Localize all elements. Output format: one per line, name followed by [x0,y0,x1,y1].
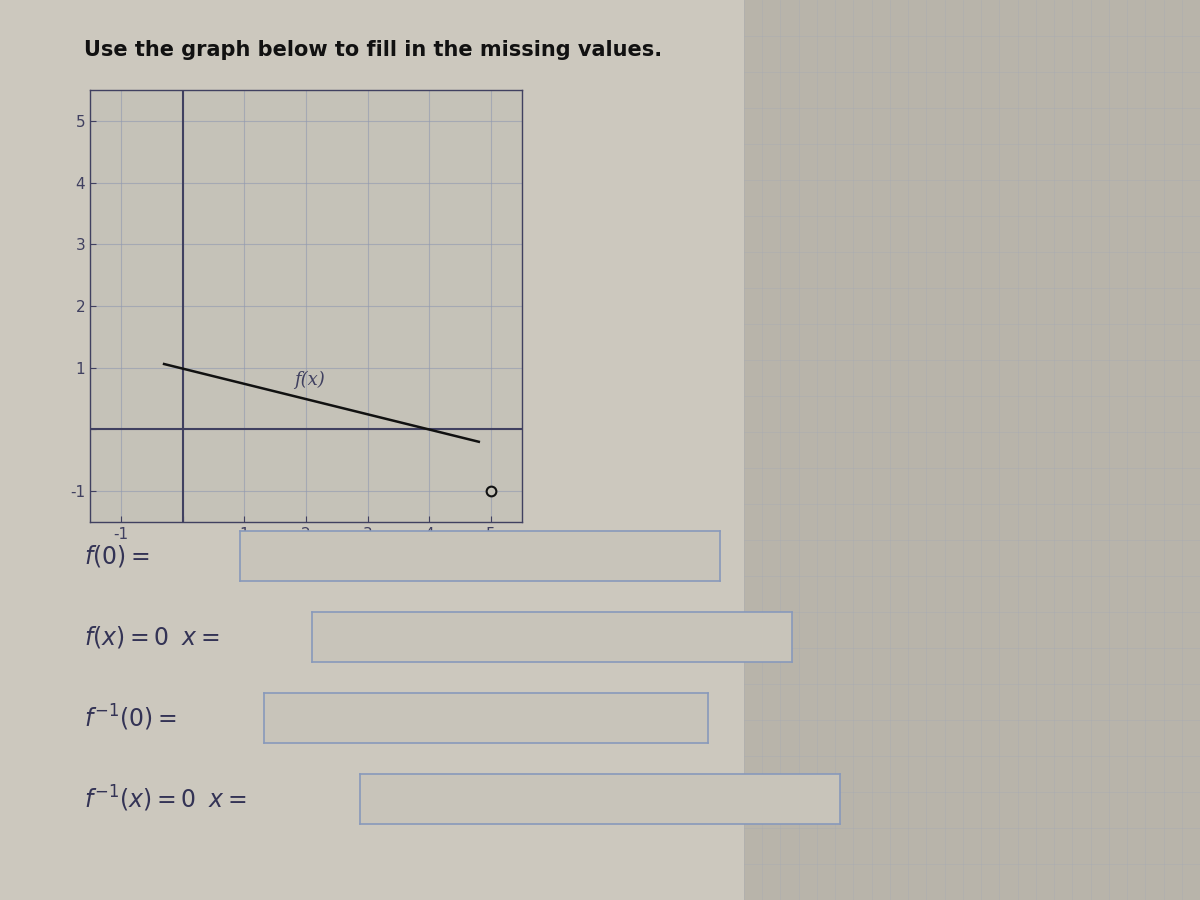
Text: f(x): f(x) [294,371,324,389]
Text: $f(0) =$: $f(0) =$ [84,543,150,569]
Text: $f(x) = 0 \;\; x =$: $f(x) = 0 \;\; x =$ [84,624,220,650]
Text: $f^{-1}(x) = 0 \;\; x =$: $f^{-1}(x) = 0 \;\; x =$ [84,784,246,814]
Text: $f^{-1}(0) =$: $f^{-1}(0) =$ [84,703,176,733]
Text: Use the graph below to fill in the missing values.: Use the graph below to fill in the missi… [84,40,662,60]
